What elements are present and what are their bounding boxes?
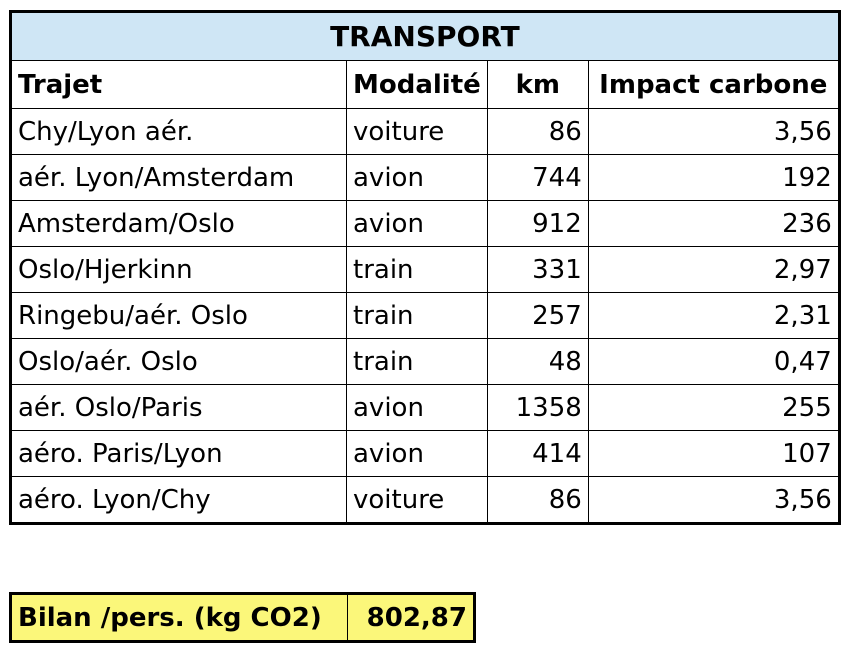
cell-km: 744: [486, 154, 589, 201]
table-row: aéro. Paris/Lyon avion 414 107: [10, 430, 840, 477]
cell-trajet: aér. Lyon/Amsterdam: [10, 154, 347, 201]
cell-trajet: Amsterdam/Oslo: [10, 200, 347, 247]
cell-trajet: Oslo/aér. Oslo: [10, 338, 347, 385]
table-title: TRANSPORT: [10, 11, 840, 61]
cell-modalite: voiture: [346, 108, 488, 155]
cell-impact: 2,97: [587, 246, 840, 293]
column-header-impact: Impact carbone: [587, 60, 840, 109]
cell-impact: 3,56: [587, 108, 840, 155]
cell-km: 86: [486, 108, 589, 155]
table-row: aéro. Lyon/Chy voiture 86 3,56: [10, 476, 840, 524]
cell-km: 86: [486, 476, 589, 524]
table-row: aér. Lyon/Amsterdam avion 744 192: [10, 154, 840, 201]
cell-modalite: train: [346, 246, 488, 293]
column-header-modalite: Modalité: [346, 60, 488, 109]
cell-modalite: voiture: [346, 476, 488, 524]
table-row: Amsterdam/Oslo avion 912 236: [10, 200, 840, 247]
cell-km: 331: [486, 246, 589, 293]
cell-km: 912: [486, 200, 589, 247]
table-row: Ringebu/aér. Oslo train 257 2,31: [10, 292, 840, 339]
cell-trajet: aéro. Paris/Lyon: [10, 430, 347, 477]
cell-impact: 2,31: [587, 292, 840, 339]
cell-km: 257: [486, 292, 589, 339]
cell-impact: 255: [587, 384, 840, 431]
cell-modalite: train: [346, 292, 488, 339]
cell-trajet: Chy/Lyon aér.: [10, 108, 347, 155]
cell-impact: 192: [587, 154, 840, 201]
cell-modalite: train: [346, 338, 488, 385]
table-row: Oslo/Hjerkinn train 331 2,97: [10, 246, 840, 293]
transport-table-body: TRANSPORT Trajet Modalité km Impact carb…: [10, 11, 840, 524]
column-header-trajet: Trajet: [10, 60, 347, 109]
summary-label: Bilan /pers. (kg CO2): [10, 593, 348, 642]
cell-trajet: aéro. Lyon/Chy: [10, 476, 347, 524]
table-header-row: Trajet Modalité km Impact carbone: [10, 60, 840, 109]
table-row: Oslo/aér. Oslo train 48 0,47: [10, 338, 840, 385]
table-row: aér. Oslo/Paris avion 1358 255: [10, 384, 840, 431]
cell-trajet: aér. Oslo/Paris: [10, 384, 347, 431]
cell-modalite: avion: [346, 384, 488, 431]
cell-trajet: Oslo/Hjerkinn: [10, 246, 347, 293]
summary-table: Bilan /pers. (kg CO2) 802,87: [9, 592, 476, 643]
cell-km: 1358: [486, 384, 589, 431]
table-row: Chy/Lyon aér. voiture 86 3,56: [10, 108, 840, 155]
cell-modalite: avion: [346, 200, 488, 247]
cell-modalite: avion: [346, 430, 488, 477]
cell-impact: 0,47: [587, 338, 840, 385]
cell-impact: 107: [587, 430, 840, 477]
transport-table: TRANSPORT Trajet Modalité km Impact carb…: [9, 10, 841, 525]
table-title-row: TRANSPORT: [10, 11, 840, 61]
summary-value: 802,87: [347, 593, 475, 642]
column-header-km: km: [486, 60, 589, 109]
summary-row: Bilan /pers. (kg CO2) 802,87: [10, 593, 475, 642]
cell-modalite: avion: [346, 154, 488, 201]
cell-km: 48: [486, 338, 589, 385]
cell-trajet: Ringebu/aér. Oslo: [10, 292, 347, 339]
cell-km: 414: [486, 430, 589, 477]
cell-impact: 236: [587, 200, 840, 247]
cell-impact: 3,56: [587, 476, 840, 524]
